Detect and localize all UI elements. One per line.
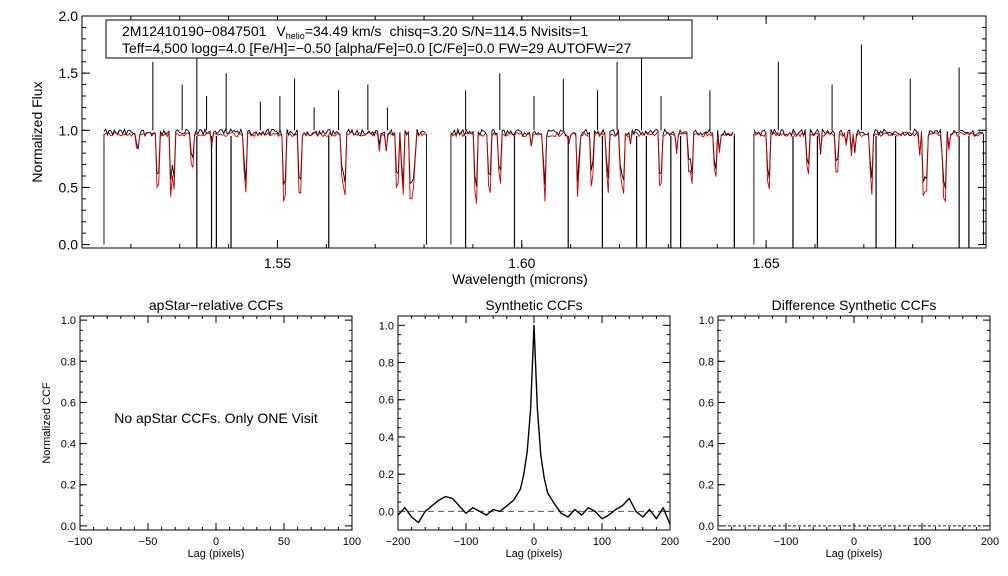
difference-ccf-frame: [717, 315, 991, 531]
synthetic-ccf-panel: Synthetic CCFs Lag (pixels) −200 −100 0 100…: [379, 297, 679, 560]
spectrum-red-chip-3: [753, 131, 984, 202]
spectrum-frame: [81, 15, 987, 249]
spectrum-black-chip-1: [103, 127, 426, 185]
info-line-2: Teff=4,500 logg=4.0 [Fe/H]=−0.50 [alpha/…: [122, 40, 631, 56]
synthetic-ccf-xtick-label: 0: [531, 536, 537, 548]
apstar-ccf-xtick-label: 0: [213, 536, 219, 548]
difference-ccf-xtick-label: −200: [706, 536, 731, 548]
spectrum-ytick-label: 2.0: [59, 8, 79, 24]
synthetic-ccf-xtick-label: −200: [386, 536, 411, 548]
synthetic-ccf-xtick-label: 100: [593, 536, 611, 548]
difference-ccf-ytick-label: 0.2: [699, 480, 714, 492]
synthetic-ccf-curve: [397, 324, 671, 525]
spectrum-xlabel: Wavelength (microns): [452, 271, 588, 287]
star-id: 2M12410190−0847501: [122, 23, 267, 39]
vhelio-value: =34.49 km/s: [305, 23, 382, 39]
apstar-ccf-xtick-label: −100: [68, 536, 93, 548]
difference-ccf-xtick-label: −100: [774, 536, 799, 548]
spectrum-ylabel: Normalized Flux: [29, 81, 45, 182]
apstar-ccf-ylabel: Normalized CCF: [41, 382, 53, 464]
spectrum-xtick-label: 1.55: [264, 255, 291, 271]
synthetic-ccf-ytick-label: 0.6: [379, 395, 394, 407]
spectrum-panel: 1.55 1.60 1.65 0.0 0.5 1.0 1.5 2.0 Wavelength (…: [29, 8, 987, 287]
info-box-frame: [105, 19, 693, 59]
spectrum-ytick-label: 1.5: [59, 65, 79, 81]
spectrum-xtick-label: 1.65: [752, 255, 779, 271]
synthetic-ccf-ytick-label: 0.8: [379, 358, 394, 370]
synthetic-ccf-ytick-label: 1.0: [379, 320, 394, 332]
difference-ccf-panel: Difference Synthetic CCFs Lag (pixels) −…: [699, 297, 999, 560]
apstar-ccf-ytick-label: 1.0: [61, 315, 76, 327]
difference-ccf-xtick-label: 0: [851, 536, 857, 548]
difference-ccf-ytick-label: 0.8: [699, 356, 714, 368]
spectrum-black-series: [103, 33, 985, 248]
synthetic-ccf-ytick-label: 0.4: [379, 432, 394, 444]
apstar-ccf-xtick-label: 100: [343, 536, 361, 548]
apstar-ccf-ytick-label: 0.2: [61, 480, 76, 492]
difference-ccf-xtick-label: 200: [981, 536, 999, 548]
spectrum-xtick-label: 1.60: [508, 255, 535, 271]
apstar-ccf-ticks: −100 −50 0 50 100 0.0 0.2 0.4 0.6 0.8 1.0: [61, 315, 361, 548]
apstar-ccf-ytick-label: 0.8: [61, 356, 76, 368]
apstar-ccf-panel: apStar−relative CCFs Lag (pixels) Normal…: [41, 297, 361, 560]
apstar-ccf-xtick-label: 50: [278, 536, 290, 548]
vhelio-sub: helio: [286, 31, 305, 41]
synthetic-ccf-xtick-label: −100: [454, 536, 479, 548]
difference-ccf-ytick-label: 0.4: [699, 439, 714, 451]
difference-ccf-ticks: −200 −100 0 100 200 0.0 0.2 0.4 0.6 0.8 1.0: [699, 315, 999, 548]
spectrum-red-chip-2: [450, 131, 734, 204]
difference-ccf-title: Difference Synthetic CCFs: [772, 297, 937, 313]
spectrum-red-series: [103, 131, 984, 204]
apstar-ccf-xtick-label: −50: [139, 536, 158, 548]
info-box: 2M12410190−0847501 Vhelio=34.49 km/s chisq…: [105, 19, 693, 59]
apstar-ccf-ytick-label: 0.6: [61, 397, 76, 409]
spectrum-ytick-label: 0.0: [59, 237, 79, 253]
apstar-ccf-ytick-label: 0.0: [61, 521, 76, 533]
spectrum-ytick-label: 0.5: [59, 179, 79, 195]
spectrum-ticks: 1.55 1.60 1.65 0.0 0.5 1.0 1.5 2.0: [59, 8, 986, 271]
synthetic-ccf-ytick-label: 0.0: [379, 506, 394, 518]
difference-ccf-xlabel: Lag (pixels): [826, 548, 883, 560]
spectrum-ytick-label: 1.0: [59, 122, 79, 138]
vhelio-label: V: [276, 23, 286, 39]
synthetic-ccf-lines: [397, 324, 671, 525]
apstar-ccf-title: apStar−relative CCFs: [149, 297, 283, 313]
spectrum-red-chip-1: [103, 131, 426, 202]
info-stats: chisq=3.20 S/N=114.5 Nvisits=1: [389, 23, 588, 39]
difference-ccf-ytick-label: 0.6: [699, 397, 714, 409]
synthetic-ccf-xtick-label: 200: [661, 536, 679, 548]
synthetic-ccf-title: Synthetic CCFs: [485, 297, 582, 313]
synthetic-ccf-ytick-label: 0.2: [379, 469, 394, 481]
synthetic-ccf-ticks: −200 −100 0 100 200 0.0 0.2 0.4 0.6 0.8 1.0: [379, 316, 679, 548]
apstar-ccf-xlabel: Lag (pixels): [188, 548, 245, 560]
apstar-ccf-note: No apStar CCFs. Only ONE Visit: [114, 410, 318, 426]
synthetic-ccf-xlabel: Lag (pixels): [506, 548, 563, 560]
difference-ccf-ytick-label: 0.0: [699, 521, 714, 533]
info-line-1: 2M12410190−0847501 Vhelio=34.49 km/s chisq…: [122, 23, 588, 41]
apstar-ccf-ytick-label: 0.4: [61, 439, 76, 451]
difference-ccf-ytick-label: 1.0: [699, 315, 714, 327]
difference-ccf-xtick-label: 100: [913, 536, 931, 548]
